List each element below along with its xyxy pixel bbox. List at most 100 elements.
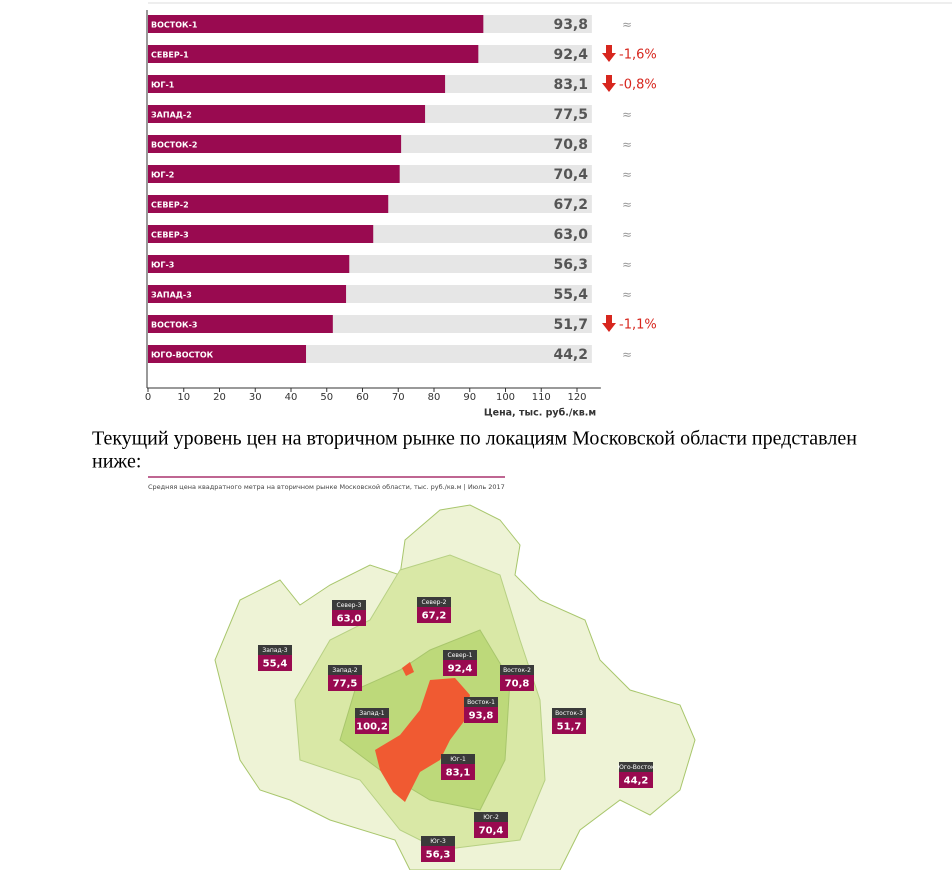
x-tick-label: 90	[463, 392, 476, 403]
category-label: ЮГ-2	[151, 171, 174, 180]
change-label: ≈	[622, 168, 632, 182]
category-label: ЗАПАД-3	[151, 291, 192, 300]
region-value: 83,1	[446, 768, 471, 779]
value-label: 63,0	[553, 227, 588, 243]
map-label: Запад-3 55,4	[258, 645, 292, 671]
map-label: Север-3 63,0	[332, 600, 366, 626]
category-label: ВОСТОК-1	[151, 21, 198, 30]
region-name: Юг-2	[483, 814, 499, 821]
change-label: ≈	[622, 348, 632, 362]
region-name: Восток-3	[555, 710, 583, 717]
x-tick-label: 0	[145, 392, 151, 403]
category-label: ЗАПАД-2	[151, 111, 192, 120]
x-tick-label: 10	[177, 392, 190, 403]
value-box	[258, 655, 292, 671]
value-box	[421, 846, 455, 862]
value-box	[619, 772, 653, 788]
moscow-part	[402, 662, 414, 676]
name-box	[417, 597, 451, 607]
value-label: 93,8	[553, 17, 588, 33]
map-label: Юг-1 83,1	[441, 754, 475, 780]
category-label: ЮГ-3	[151, 261, 174, 270]
category-label: СЕВЕР-3	[151, 231, 189, 240]
bar	[148, 15, 484, 33]
bar	[148, 195, 389, 213]
down-arrow	[602, 45, 616, 62]
region-name: Запад-2	[332, 667, 357, 674]
name-box	[500, 665, 534, 675]
change-label: ≈	[622, 288, 632, 302]
x-tick-label: 80	[428, 392, 441, 403]
name-box	[421, 836, 455, 846]
region-name: Север-1	[448, 652, 473, 659]
map-label: Север-1 92,4	[443, 650, 477, 676]
map-label: Юг-3 56,3	[421, 836, 455, 862]
paragraph-line: Текущий уровень цен на вторичном рынке п…	[92, 428, 857, 450]
category-label: ВОСТОК-3	[151, 321, 197, 330]
value-label: 92,4	[553, 47, 588, 63]
value-label: 70,4	[553, 167, 588, 183]
change-label: -1,6%	[619, 48, 657, 63]
region-name: Восток-1	[467, 699, 495, 706]
x-tick-label: 60	[356, 392, 369, 403]
value-box	[443, 660, 477, 676]
value-box	[328, 675, 362, 691]
name-box	[258, 645, 292, 655]
paragraph-line: ниже:	[92, 451, 141, 473]
region-value: 100,2	[356, 722, 388, 733]
map-label: Запад-1 100,2	[355, 708, 389, 734]
x-tick-label: 30	[249, 392, 262, 403]
change-label: ≈	[622, 198, 632, 212]
value-box	[332, 610, 366, 626]
region-name: Юго-Восток	[617, 764, 655, 771]
value-label: 44,2	[553, 347, 588, 363]
region-value: 77,5	[333, 679, 358, 690]
x-tick-label: 70	[392, 392, 405, 403]
value-label: 67,2	[553, 197, 588, 213]
bar	[148, 165, 400, 183]
name-box	[464, 697, 498, 707]
x-tick-label: 40	[285, 392, 298, 403]
change-label: -0,8%	[619, 78, 657, 93]
name-box	[552, 708, 586, 718]
value-box	[355, 718, 389, 734]
down-arrow	[602, 75, 616, 92]
region-name: Восток-2	[503, 667, 531, 674]
region-name: Север-3	[337, 602, 362, 609]
bar	[148, 75, 446, 93]
value-label: 83,1	[553, 77, 588, 93]
value-box	[500, 675, 534, 691]
region-value: 51,7	[557, 722, 582, 733]
map-label: Юго-Восток 44,2	[617, 762, 655, 788]
value-box	[417, 607, 451, 623]
change-label: -1,1%	[619, 318, 657, 333]
region-name: Юг-1	[450, 756, 466, 763]
region-value: 56,3	[426, 850, 451, 861]
name-box	[328, 665, 362, 675]
value-box	[552, 718, 586, 734]
name-box	[474, 812, 508, 822]
change-label: ≈	[622, 228, 632, 242]
bar	[148, 255, 350, 273]
region-value: 93,8	[469, 711, 494, 722]
x-tick-label: 50	[320, 392, 333, 403]
value-box	[464, 707, 498, 723]
value-label: 56,3	[553, 257, 588, 273]
map-label: Восток-1 93,8	[464, 697, 498, 723]
name-box	[332, 600, 366, 610]
region-name: Запад-1	[359, 710, 384, 717]
region-name: Север-2	[422, 599, 447, 606]
change-label: ≈	[622, 138, 632, 152]
category-label: СЕВЕР-1	[151, 51, 189, 60]
bar	[148, 315, 333, 333]
x-tick-label: 110	[532, 392, 551, 403]
value-box	[441, 764, 475, 780]
category-label: ВОСТОК-2	[151, 141, 197, 150]
region-value: 70,8	[505, 679, 530, 690]
category-label: ЮГ-1	[151, 81, 175, 90]
name-box	[619, 762, 653, 772]
map-label: Восток-3 51,7	[552, 708, 586, 734]
bar	[148, 105, 426, 123]
